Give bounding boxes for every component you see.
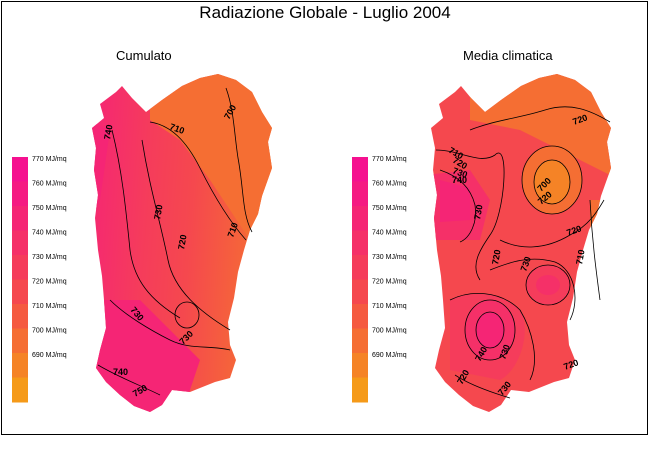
legend-label: 740 MJ/mq <box>32 230 67 237</box>
contour-label: 720 <box>176 234 188 251</box>
legend-label: 690 MJ/mq <box>32 352 67 359</box>
legend-label: 730 MJ/mq <box>372 254 407 261</box>
legend-swatch <box>352 328 368 354</box>
contour-label: 710 <box>574 249 586 266</box>
legend-label: 760 MJ/mq <box>372 181 407 188</box>
contour-label: 730 <box>497 343 512 361</box>
legend-label: 770 MJ/mq <box>32 156 67 163</box>
contour-label: 710 <box>225 221 240 239</box>
legend-swatch <box>12 328 28 354</box>
contour-label: 730 <box>518 255 533 273</box>
contour-label: 720 <box>571 112 589 127</box>
panel-title-cumulato: Cumulato <box>116 48 172 63</box>
legend-swatch <box>12 157 28 182</box>
legend-label: 720 MJ/mq <box>32 279 67 286</box>
legend-label: 690 MJ/mq <box>372 352 407 359</box>
contour-label: 740 <box>102 124 114 141</box>
figure-frame <box>1 1 648 435</box>
contour-label: 720 <box>490 249 502 266</box>
contour-label: 730 <box>451 165 469 180</box>
legend-swatch <box>12 230 28 256</box>
contour-label: 720 <box>562 357 580 372</box>
legend-swatch <box>12 377 28 403</box>
legend-swatch <box>352 304 368 329</box>
contour-label: 730 <box>152 204 164 221</box>
legend-left: 770 MJ/mq 760 MJ/mq 750 MJ/mq 740 MJ/mq 730 … <box>12 156 67 403</box>
legend-swatch <box>352 157 368 182</box>
contours-cumulato <box>97 87 253 396</box>
legend-label: 700 MJ/mq <box>32 328 67 335</box>
legend-swatch <box>352 353 368 378</box>
legend-label: 720 MJ/mq <box>372 279 407 286</box>
figure-title: Radiazione Globale - Luglio 2004 <box>199 3 451 22</box>
legend-swatch <box>12 255 28 280</box>
contour-label: 740 <box>113 367 128 377</box>
legend-swatch <box>352 255 368 280</box>
legend-label: 700 MJ/mq <box>372 328 407 335</box>
legend-label: 750 MJ/mq <box>372 205 407 212</box>
legend-swatch <box>12 206 28 231</box>
legend-label: 710 MJ/mq <box>32 303 67 310</box>
contour-label: 720 <box>565 223 583 238</box>
legend-label: 710 MJ/mq <box>372 303 407 310</box>
contours-media <box>435 106 611 399</box>
legend-label: 760 MJ/mq <box>32 181 67 188</box>
legend-label: 740 MJ/mq <box>372 230 407 237</box>
legend-swatch <box>352 279 368 305</box>
panel-title-media: Media climatica <box>463 48 553 63</box>
legend-swatch <box>352 230 368 256</box>
legend-swatch <box>12 304 28 329</box>
legend-swatch <box>12 279 28 305</box>
map-media-climatica: 720 710 720 730 740 700 720 730 720 720 … <box>431 74 611 412</box>
legend-label: 770 MJ/mq <box>372 156 407 163</box>
legend-label: 730 MJ/mq <box>32 254 67 261</box>
legend-swatch <box>12 353 28 378</box>
legend-label: 750 MJ/mq <box>32 205 67 212</box>
legend-swatch <box>352 377 368 403</box>
contour-label: 710 <box>168 121 186 136</box>
legend-swatch <box>352 206 368 231</box>
contour-label: 740 <box>452 175 467 185</box>
map-cumulato: 710 700 740 730 720 710 730 730 740 750 <box>92 74 272 412</box>
legend-swatch <box>352 181 368 207</box>
contour-label: 730 <box>472 204 484 221</box>
legend-right: 770 MJ/mq 760 MJ/mq 750 MJ/mq 740 MJ/mq 730 … <box>352 156 407 403</box>
legend-swatch <box>12 181 28 207</box>
